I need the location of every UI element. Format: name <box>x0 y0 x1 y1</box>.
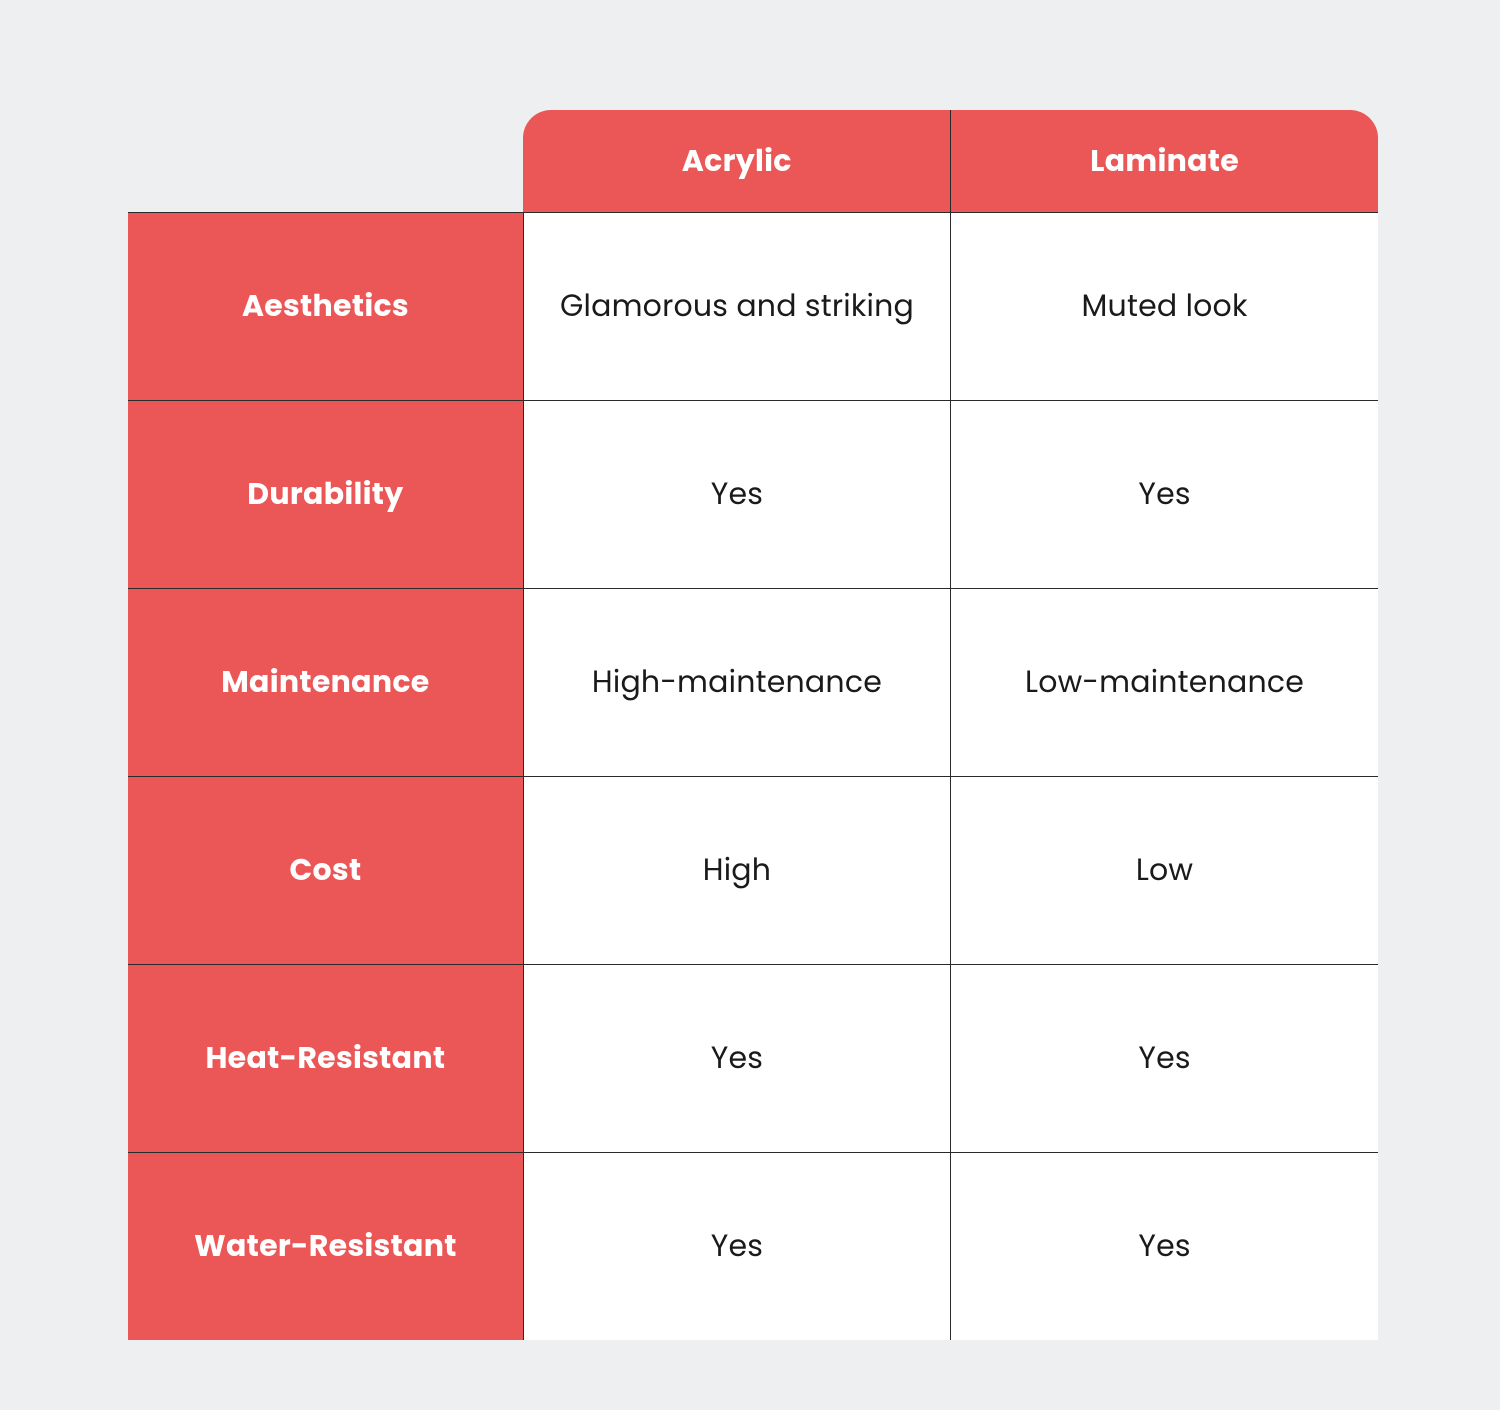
cell-value: Low <box>1136 848 1193 891</box>
cell-value: Yes <box>1138 1036 1190 1079</box>
table-cell: Yes <box>951 1152 1378 1340</box>
table-cell: Yes <box>951 400 1378 588</box>
cell-value: Yes <box>711 1036 763 1079</box>
cell-value: High-maintenance <box>592 660 882 703</box>
row-header-label: Durability <box>247 472 403 515</box>
table-row: Maintenance High-maintenance Low-mainten… <box>128 588 1378 776</box>
row-header-label: Maintenance <box>221 660 429 703</box>
cell-value: Yes <box>711 472 763 515</box>
table-cell: Glamorous and striking <box>523 212 950 400</box>
cell-value: Glamorous and striking <box>560 284 914 327</box>
comparison-table-container: Acrylic Laminate Aesthetics Glamorous an… <box>0 0 1500 1410</box>
row-header-label: Heat-Resistant <box>205 1036 445 1079</box>
table-header-row: Acrylic Laminate <box>128 110 1378 212</box>
column-header-acrylic: Acrylic <box>523 110 950 212</box>
table-cell: Yes <box>523 400 950 588</box>
column-header-label: Laminate <box>1090 139 1239 182</box>
cell-value: Yes <box>711 1224 763 1267</box>
table-row: Water-Resistant Yes Yes <box>128 1152 1378 1340</box>
row-header-label: Cost <box>289 848 361 891</box>
table-row: Heat-Resistant Yes Yes <box>128 964 1378 1152</box>
table-row: Durability Yes Yes <box>128 400 1378 588</box>
cell-value: Low-maintenance <box>1025 660 1304 703</box>
cell-value: Muted look <box>1082 284 1248 327</box>
table-corner-empty <box>128 110 523 212</box>
table-row: Cost High Low <box>128 776 1378 964</box>
row-header-water-resistant: Water-Resistant <box>128 1152 523 1340</box>
row-header-cost: Cost <box>128 776 523 964</box>
row-header-aesthetics: Aesthetics <box>128 212 523 400</box>
row-header-label: Water-Resistant <box>194 1224 457 1267</box>
table-cell: Yes <box>951 964 1378 1152</box>
table-cell: Yes <box>523 964 950 1152</box>
row-header-maintenance: Maintenance <box>128 588 523 776</box>
table-cell: High-maintenance <box>523 588 950 776</box>
row-header-heat-resistant: Heat-Resistant <box>128 964 523 1152</box>
table-cell: Yes <box>523 1152 950 1340</box>
column-header-laminate: Laminate <box>951 110 1378 212</box>
row-header-label: Aesthetics <box>242 284 409 327</box>
column-header-label: Acrylic <box>682 139 792 182</box>
table-cell: Low-maintenance <box>951 588 1378 776</box>
cell-value: Yes <box>1138 1224 1190 1267</box>
cell-value: High <box>703 848 771 891</box>
table-cell: High <box>523 776 950 964</box>
comparison-table: Acrylic Laminate Aesthetics Glamorous an… <box>128 110 1378 1340</box>
table-cell: Muted look <box>951 212 1378 400</box>
row-header-durability: Durability <box>128 400 523 588</box>
table-cell: Low <box>951 776 1378 964</box>
table-row: Aesthetics Glamorous and striking Muted … <box>128 212 1378 400</box>
cell-value: Yes <box>1138 472 1190 515</box>
